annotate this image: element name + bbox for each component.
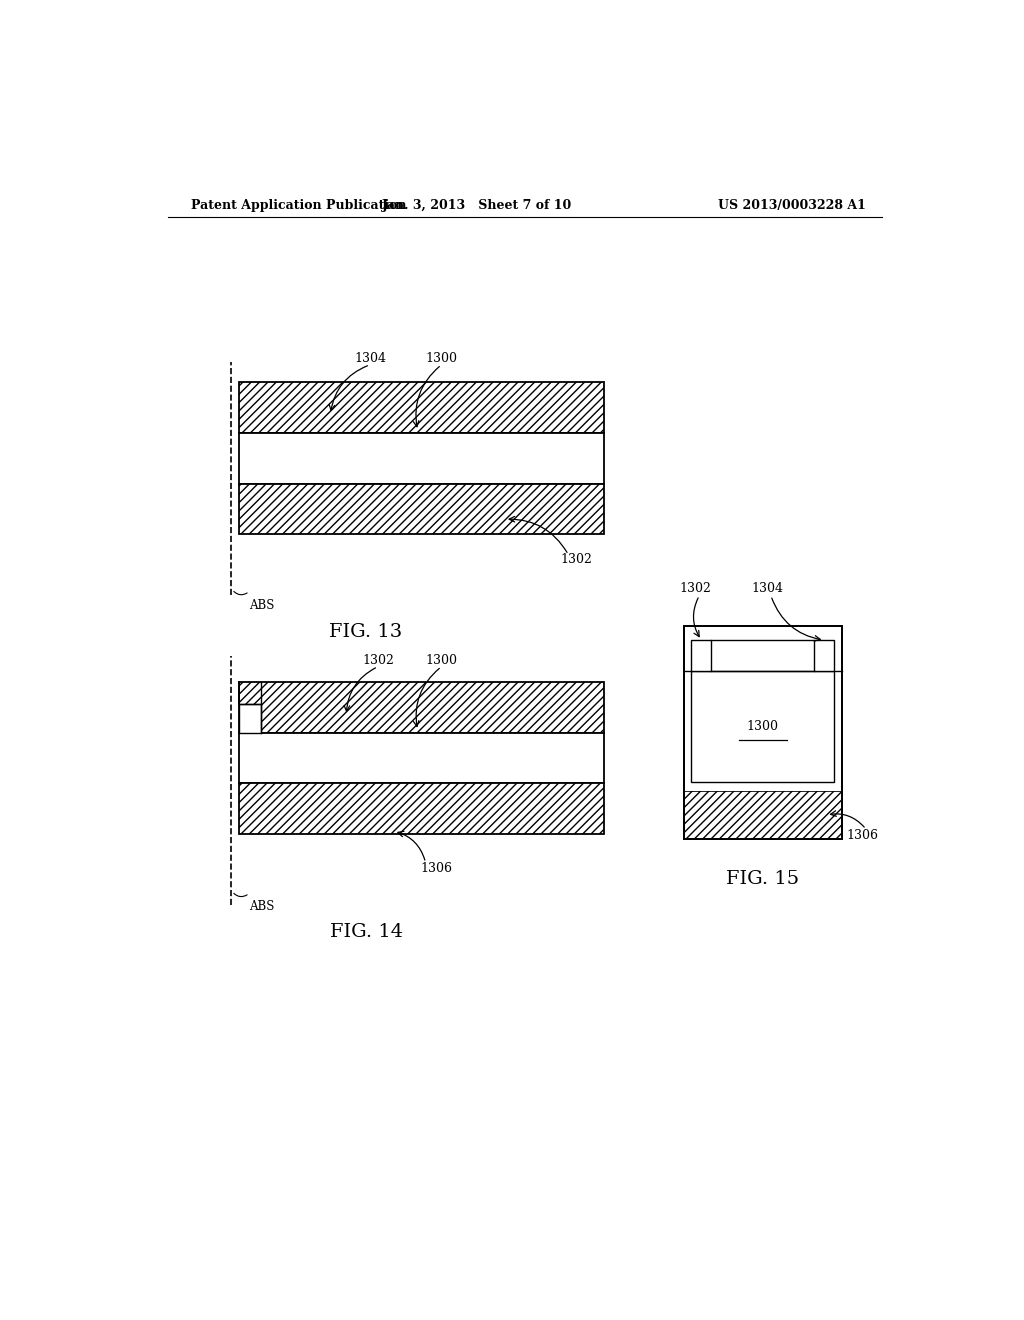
Bar xyxy=(814,640,835,671)
Text: ABS: ABS xyxy=(250,598,274,611)
Text: 1304: 1304 xyxy=(354,351,386,364)
Bar xyxy=(684,626,842,840)
Text: 1300: 1300 xyxy=(426,653,458,667)
Text: Patent Application Publication: Patent Application Publication xyxy=(191,199,407,213)
Bar xyxy=(240,784,604,834)
Bar xyxy=(240,381,604,433)
Text: 1306: 1306 xyxy=(420,862,452,875)
Bar xyxy=(240,433,604,483)
Bar xyxy=(240,704,261,733)
Text: 1300: 1300 xyxy=(746,721,779,733)
Text: 1304: 1304 xyxy=(751,582,783,595)
Text: Jan. 3, 2013   Sheet 7 of 10: Jan. 3, 2013 Sheet 7 of 10 xyxy=(382,199,572,213)
Text: FIG. 15: FIG. 15 xyxy=(726,870,800,888)
Bar xyxy=(691,640,712,671)
Text: FIG. 13: FIG. 13 xyxy=(330,623,402,642)
Bar xyxy=(240,682,604,733)
Text: 1302: 1302 xyxy=(680,582,712,595)
Bar xyxy=(684,626,842,671)
Text: FIG. 14: FIG. 14 xyxy=(330,923,402,941)
Bar xyxy=(684,626,842,791)
Text: 1300: 1300 xyxy=(426,351,458,364)
Bar xyxy=(240,483,604,535)
Text: 1302: 1302 xyxy=(362,653,394,667)
Text: ABS: ABS xyxy=(250,900,274,913)
Text: US 2013/0003228 A1: US 2013/0003228 A1 xyxy=(718,199,866,213)
Bar xyxy=(684,626,842,840)
Text: 1302: 1302 xyxy=(560,553,593,566)
Bar xyxy=(691,671,835,783)
Text: 1306: 1306 xyxy=(846,829,879,842)
Bar xyxy=(240,733,604,784)
Bar xyxy=(684,791,842,840)
